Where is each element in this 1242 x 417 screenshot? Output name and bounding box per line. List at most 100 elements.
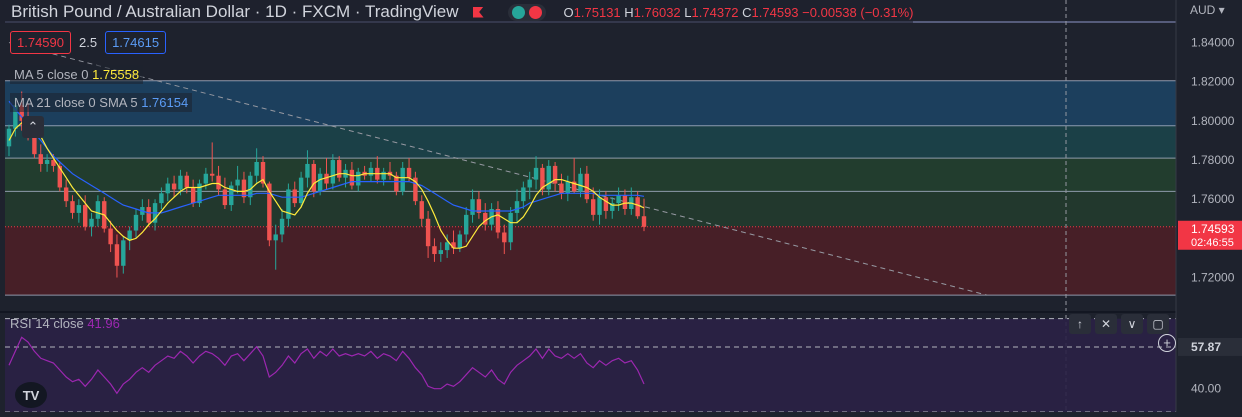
rsi-legend[interactable]: RSI 14 close 41.96 [10,316,120,331]
candle-body [591,199,596,215]
ma21-line [8,100,645,214]
candle-body [89,218,94,227]
candle-body [540,167,545,190]
trade-panel: 1.74590 2.5 1.74615 [10,31,167,54]
candle-body [248,175,253,198]
candle-body [57,165,62,188]
collapse-up-icon[interactable]: ⌃ [22,116,44,138]
candle-body [413,177,418,202]
last-price-label: 1.74593 [1191,222,1235,236]
rsi-crosshair-label: 57.87 [1191,340,1221,354]
candle-body [552,165,558,184]
change-value: −0.00538 (−0.31%) [802,4,914,20]
tradingview-logo-icon[interactable]: TV [15,382,47,408]
close-label: C [742,4,752,20]
candle-body [400,167,405,192]
price-tick-label: 1.84000 [1191,36,1235,50]
arrow-up-icon[interactable]: ↑ [1069,314,1091,334]
candle-body [190,187,196,204]
candle-body [337,160,342,178]
zone-band [5,125,1176,159]
candle-body [635,197,640,217]
candle-body [127,230,132,241]
candle-body [108,228,113,245]
ma5-line [8,122,645,249]
candle-body [133,214,139,231]
buy-button[interactable]: 1.74615 [105,31,167,54]
high-label: H [624,4,634,20]
candle-body [38,154,43,164]
candle-body [330,160,336,184]
sell-button[interactable]: 1.74590 [10,31,71,54]
ma5-legend[interactable]: MA 5 close 0 1.75558 [10,65,144,84]
low-value: 1.74372 [691,4,739,20]
ma5-value: 1.75558 [92,67,140,82]
rsi-value: 41.96 [87,316,120,331]
spread-value: 2.5 [79,35,98,50]
data-delay-icon [528,5,542,19]
candle-body [210,173,215,176]
candle-body [508,212,513,243]
ma21-legend[interactable]: MA 21 close 0 SMA 5 1.76154 [10,93,193,112]
last-price-badge [1178,220,1242,250]
candle-body [6,128,12,147]
rsi-crosshair-badge [1178,337,1242,356]
candle-body [451,242,456,249]
candle-body [83,205,88,227]
flag-icon[interactable] [472,6,484,18]
candle-body [533,167,539,180]
price-tick-label: 1.72000 [1191,271,1235,285]
ma21-value: 1.76154 [141,95,189,110]
candle-body [279,218,285,235]
candle-body [121,240,126,266]
candle-body [603,197,609,211]
minimize-icon[interactable]: ∨ [1121,314,1143,334]
candle-body [216,175,221,190]
candle-body [44,160,50,164]
candle-body [324,173,329,184]
candle-body [559,183,564,194]
zone-band [5,80,1176,126]
status-dots[interactable] [507,3,546,21]
candle-body [286,189,291,219]
price-tick-label: 1.78000 [1191,153,1235,167]
candle-body [305,163,310,178]
countdown-label: 02:46:55 [1191,237,1234,249]
candle-body [616,195,621,204]
candle-body [273,234,278,241]
candle-body [114,244,120,266]
candle-body [394,175,399,192]
candle-body [514,201,520,213]
candle-body [32,134,37,155]
candle-body [419,201,424,219]
zone-band [5,226,1176,296]
close-icon[interactable]: ✕ [1095,314,1117,334]
candle-body [311,163,316,192]
rsi-line [8,336,645,395]
candle-body [527,179,532,188]
ma21-label: MA 21 close 0 SMA 5 [14,95,138,110]
candle-body [178,175,183,190]
currency-label: AUD ▾ [1190,3,1225,17]
candle-body [565,181,570,194]
candle-body [406,167,412,178]
candle-body [356,171,361,186]
candle-body [349,169,355,186]
candle-body [546,165,551,190]
candle-body [438,250,443,255]
plus-icon[interactable]: + [1158,334,1176,352]
candle-body [425,218,431,247]
candle-body [63,187,69,202]
candle-body [254,162,259,176]
candle-body [171,183,177,190]
candle-body [13,105,18,129]
symbol-title[interactable]: British Pound / Australian Dollar · 1D ·… [11,2,459,21]
candle-body [51,160,56,166]
candle-body [476,199,482,213]
maximize-icon[interactable]: ▢ [1147,314,1169,334]
candle-body [298,177,304,204]
candle-body [622,195,628,209]
candle-body [95,201,101,219]
